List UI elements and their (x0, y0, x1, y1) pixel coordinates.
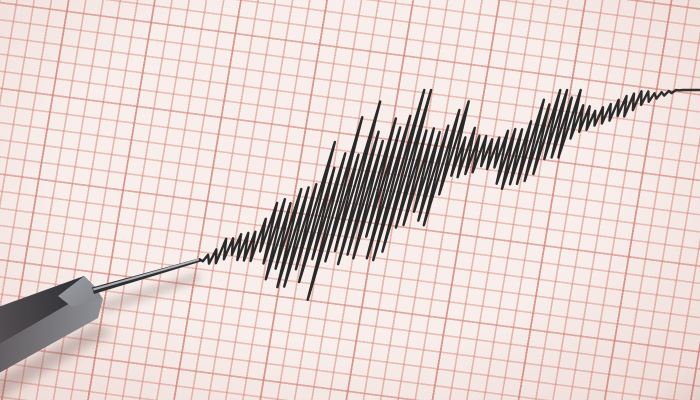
pen-shadow (0, 324, 114, 399)
seismogram-trace-line (198, 88, 700, 301)
pen-needle-highlight (93, 258, 200, 291)
needle-shadow (100, 272, 201, 313)
pen-side-face (0, 288, 103, 373)
pen-end-face (58, 276, 101, 307)
